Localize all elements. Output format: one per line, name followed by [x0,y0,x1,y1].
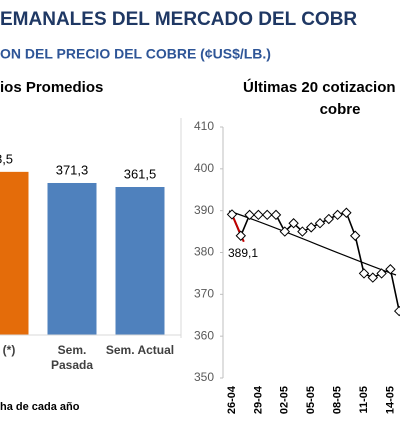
x-tick-label: Sem. Actual [106,343,174,357]
trend-line [228,210,397,276]
marker [314,218,326,229]
marker [323,213,335,225]
marker [332,209,343,221]
y-tick-label: 370 [194,287,214,301]
marker [253,209,264,221]
marker [226,209,238,220]
x-tick-label: 08-05 [332,386,344,414]
marker [385,264,396,275]
marker [261,209,273,221]
y-tick-label: 360 [194,328,214,342]
x-tick-label: Pasada [51,358,93,372]
annotation: 389,1 [228,246,258,260]
value-label: 371,3 [56,162,89,177]
y-tick-label: 390 [194,203,214,217]
x-tick-label: 11-05 [358,386,370,414]
page-subtitle: ON DEL PRECIO DEL COBRE (¢US$/LB.) [0,46,271,62]
x-tick-label: 3 (*) [0,343,15,357]
bar [115,187,165,335]
y-tick-label: 350 [194,370,214,384]
y-tick-label: 380 [194,245,214,259]
x-tick-label: 29-04 [252,385,264,414]
page-title: EMANALES DEL MERCADO DEL COBR [0,9,357,30]
x-tick-label: 26-04 [226,385,238,414]
marker [297,226,308,237]
marker [279,226,291,237]
bar [0,171,29,335]
marker [367,272,379,283]
value-label: 361,5 [124,166,157,181]
marker [305,222,317,233]
y-tick-label: 410 [194,119,214,133]
marker [244,209,255,221]
marker [270,209,282,221]
chart-title: Últimas 20 cotizacion [243,78,396,96]
marker [235,230,247,241]
x-tick-label: 05-05 [305,386,317,414]
marker [358,268,370,279]
marker [341,207,352,218]
value-label: 8,5 [0,151,13,166]
marker [349,230,361,241]
chart-title: ios Promedios [0,79,103,96]
y-tick-label: 400 [194,161,214,175]
x-tick-label: 14-05 [384,386,396,414]
x-tick-label: Sem. [58,343,87,357]
bar [47,182,97,335]
chart-title: cobre [320,101,361,118]
marker [393,305,400,317]
marker [376,268,387,279]
footnote: ha de cada año [0,401,80,413]
marker [288,218,299,229]
x-tick-label: 02-05 [279,386,291,414]
